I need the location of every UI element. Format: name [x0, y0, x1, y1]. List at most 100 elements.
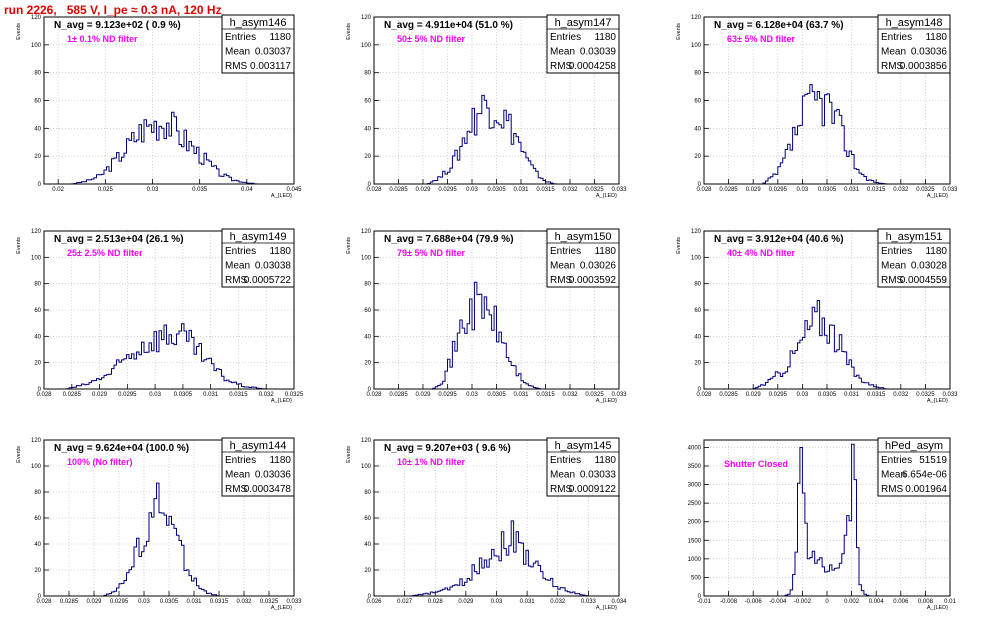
y-axis-label: Events [346, 23, 352, 40]
x-tick-label: 0.0315 [867, 392, 886, 398]
x-tick-label: 0.032 [562, 392, 578, 398]
y-tick-label: 40 [364, 542, 371, 548]
navg-label: N_avg = 7.688e+04 (79.9 %) [384, 234, 514, 245]
x-tick-label: 0.031 [203, 392, 219, 398]
y-tick-label: 0 [38, 182, 42, 188]
stats-key: RMS [881, 275, 904, 286]
y-tick-label: 80 [364, 71, 371, 77]
y-tick-label: 100 [361, 43, 372, 49]
y-axis-label: Events [346, 237, 352, 254]
y-tick-label: 60 [34, 308, 41, 314]
stats-box [877, 228, 951, 288]
stats-key: RMS [881, 61, 904, 72]
x-tick-label: 0.03 [466, 187, 478, 193]
filter-annotation: 50± 5% ND filter [397, 34, 465, 44]
x-tick-label: -0.01 [697, 599, 711, 605]
x-tick-label: 0.028 [36, 392, 52, 398]
y-tick-label: 500 [691, 575, 702, 581]
stats-box-title: h_asym147 [555, 17, 612, 29]
y-tick-label: 120 [361, 15, 372, 21]
y-tick-label: 20 [364, 154, 371, 160]
x-tick-label: 0.029 [458, 599, 474, 605]
stats-key: Entries [550, 246, 581, 257]
x-tick-label: 0.032 [259, 392, 275, 398]
filter-annotation: 1± 0.1% ND filter [67, 34, 138, 44]
stats-value: 0.0005722 [244, 275, 292, 286]
x-tick-label: 0.033 [581, 599, 597, 605]
y-tick-label: 0 [38, 594, 42, 600]
histogram-panel-h_asym148: 0.028 0.0285 0.029 0.0295 0.03 0.0305 0.031 0.0… [676, 14, 958, 199]
x-axis-label: A_{LED} [596, 398, 617, 404]
stats-box-title: hPed_asym [885, 440, 943, 452]
y-tick-label: 40 [694, 126, 701, 132]
x-tick-label: 0.0305 [818, 392, 837, 398]
x-tick-label: 0.035 [192, 187, 208, 193]
y-tick-label: 0 [698, 182, 702, 188]
y-tick-label: 80 [364, 490, 371, 496]
stats-key: Entries [550, 455, 581, 466]
y-tick-label: 100 [361, 255, 372, 261]
y-tick-label: 100 [31, 255, 42, 261]
x-tick-label: 0.0315 [867, 187, 886, 193]
y-axis-label: Events [676, 237, 682, 254]
y-tick-label: 60 [694, 99, 701, 105]
x-tick-label: 0.028 [428, 599, 444, 605]
y-axis-label: Events [346, 446, 352, 463]
stats-key: Mean [225, 470, 250, 481]
x-tick-label: 0.004 [869, 599, 885, 605]
y-tick-label: 20 [364, 568, 371, 574]
stats-key: RMS [550, 61, 573, 72]
filter-annotation: 25± 2.5% ND filter [67, 248, 143, 258]
stats-key: RMS [550, 275, 573, 286]
stats-box-title: h_asym145 [555, 440, 612, 452]
stats-key: Entries [225, 455, 256, 466]
x-tick-label: 0.008 [918, 599, 934, 605]
stats-value: 0.03036 [911, 47, 948, 58]
x-tick-label: 0.033 [942, 392, 958, 398]
histogram-panel-h_asym144: 0.028 0.0285 0.029 0.0295 0.03 0.0305 0.031 0.0… [16, 437, 302, 611]
x-tick-label: 0.0325 [585, 187, 604, 193]
x-tick-label: 0.0325 [916, 392, 935, 398]
stats-key: RMS [225, 484, 248, 495]
x-tick-label: 0.032 [236, 599, 252, 605]
stats-value: 1180 [594, 246, 616, 257]
x-tick-label: 0.0305 [487, 392, 506, 398]
stats-box [221, 14, 295, 74]
y-tick-label: 2000 [688, 520, 702, 526]
y-tick-label: 120 [31, 438, 42, 444]
stats-box-title: h_asym148 [886, 17, 943, 29]
stats-box-title: h_asym149 [230, 231, 287, 243]
stats-key: RMS [881, 484, 904, 495]
y-tick-label: 80 [34, 71, 41, 77]
x-tick-label: 0.0295 [438, 187, 457, 193]
y-tick-label: 120 [691, 15, 702, 21]
y-tick-label: 40 [34, 126, 41, 132]
histogram-panel-h_asym149: 0.028 0.0285 0.029 0.0295 0.03 0.0305 0.031 0.0… [16, 228, 304, 404]
x-tick-label: 0.033 [611, 392, 627, 398]
histogram-panel-h_asym150: 0.028 0.0285 0.029 0.0295 0.03 0.0305 0.031 0.0… [346, 228, 627, 404]
stats-value: 0.03039 [580, 47, 617, 58]
y-tick-label: 60 [364, 308, 371, 314]
x-tick-label: -0.006 [745, 599, 763, 605]
x-tick-label: 0.033 [942, 187, 958, 193]
x-tick-label: 0.0285 [389, 392, 408, 398]
stats-value: 0.0003478 [244, 484, 292, 495]
y-axis-label: Events [676, 23, 682, 40]
x-axis-label: A_{LED} [927, 605, 948, 611]
x-tick-label: 0.0325 [585, 392, 604, 398]
y-tick-label: 120 [361, 229, 372, 235]
stats-box-title: h_asym151 [886, 231, 943, 243]
x-tick-label: 0.029 [415, 187, 431, 193]
x-tick-label: 0.031 [844, 392, 860, 398]
stats-value: 0.0003592 [569, 275, 617, 286]
y-tick-label: 1500 [688, 538, 702, 544]
stats-box [546, 437, 620, 497]
stats-box [877, 437, 951, 497]
histogram-line-h_asym149 [44, 323, 294, 390]
x-tick-label: 0.033 [286, 599, 302, 605]
x-tick-label: 0.0305 [160, 599, 179, 605]
x-axis-label: A_{LED} [927, 193, 948, 199]
x-axis-label: A_{LED} [596, 605, 617, 611]
stats-value: 0.03028 [911, 261, 948, 272]
